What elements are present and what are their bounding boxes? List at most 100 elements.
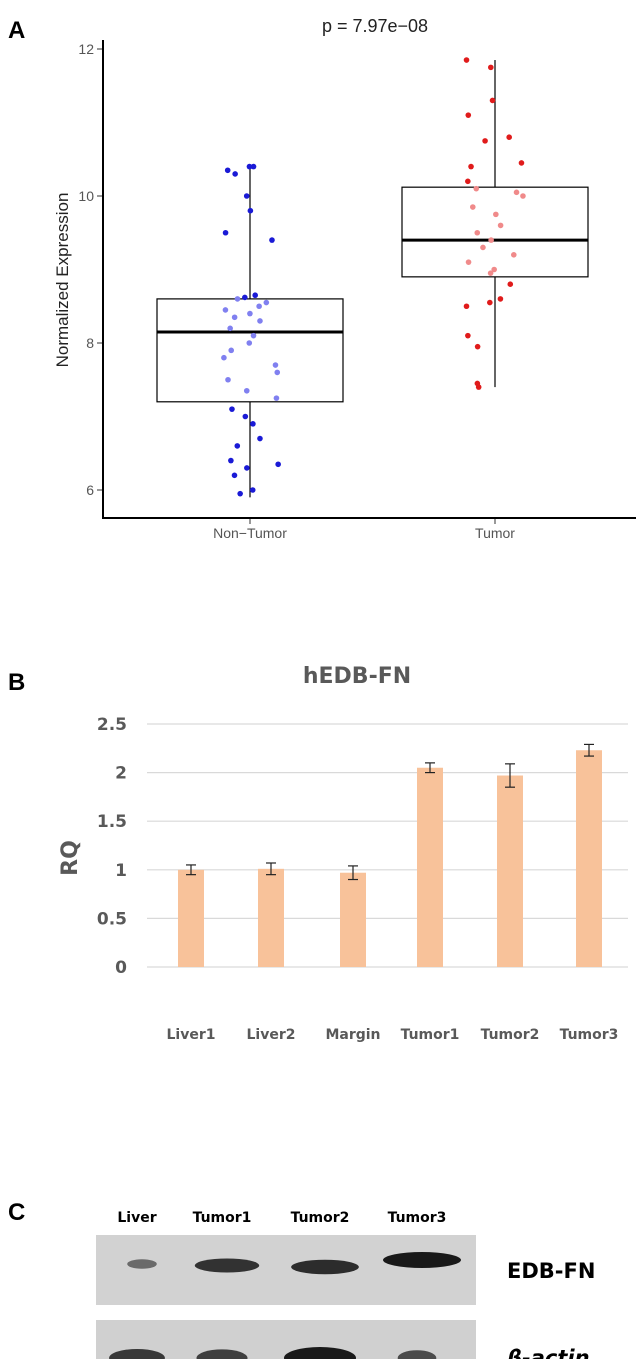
data-point	[256, 303, 262, 310]
data-point	[507, 281, 514, 288]
x-tick-label: Tumor	[475, 525, 515, 541]
data-point	[243, 387, 250, 394]
x-tick-label: Non−Tumor	[213, 525, 287, 541]
data-point	[250, 163, 257, 170]
y-axis-label: Normalized Expression	[53, 193, 72, 368]
bar-chart-title: hEDB-FN	[303, 664, 411, 689]
data-point	[463, 57, 470, 63]
data-point	[246, 340, 253, 346]
data-point	[269, 237, 275, 243]
data-point	[469, 204, 476, 210]
data-point	[465, 178, 471, 185]
data-point	[257, 318, 263, 324]
bar	[178, 869, 204, 967]
panel-letter-b: B	[8, 669, 25, 696]
data-point	[227, 325, 233, 332]
data-point	[234, 443, 241, 449]
data-point	[480, 244, 486, 251]
blot-band	[291, 1259, 359, 1275]
data-point	[247, 207, 254, 214]
bar-category-label: Liver1	[167, 1027, 216, 1043]
bar	[258, 868, 284, 967]
data-point	[243, 193, 250, 199]
bar-category-label: Tumor3	[560, 1027, 619, 1043]
western-blot: Liver Tumor1 Tumor2 Tumor3 EDB-FN β-actin	[96, 1210, 595, 1359]
gridlines	[147, 723, 628, 968]
data-point	[242, 294, 248, 301]
data-point	[250, 332, 257, 339]
bar-y-axis-label: RQ	[58, 840, 83, 876]
bar-chart: hEDB-FN RQ 0 0.5 1 1.5 2 2.5 Liver1 Liver2 Marg…	[58, 664, 628, 1043]
data-point	[493, 211, 499, 218]
data-point	[474, 229, 481, 236]
bar-y-ticks: 0 0.5 1 1.5 2 2.5	[97, 715, 127, 978]
bar-category-label: Liver2	[247, 1027, 296, 1043]
data-point	[482, 138, 488, 144]
bar	[340, 872, 366, 967]
bar	[576, 750, 602, 967]
bar-y-tick-label: 1.5	[97, 812, 127, 832]
data-point	[520, 193, 526, 199]
bars	[178, 750, 602, 967]
jitter-points	[221, 57, 526, 497]
lane-label: Tumor1	[193, 1210, 252, 1226]
bar-category-label: Tumor1	[401, 1027, 460, 1043]
data-point	[234, 296, 241, 302]
box	[156, 298, 344, 403]
blot-band	[383, 1252, 461, 1268]
x-axis-ticks: Non−Tumor Tumor	[213, 518, 515, 541]
p-value-annotation: p = 7.97e−08	[322, 16, 428, 36]
y-tick-label: 12	[78, 41, 94, 57]
blot-strip-edb-fn	[96, 1235, 476, 1305]
y-axis-ticks: 6 8 10 12	[78, 41, 103, 498]
blot-band	[109, 1349, 165, 1359]
data-point	[274, 369, 281, 376]
data-point	[465, 332, 471, 339]
data-point	[237, 490, 243, 497]
data-point	[465, 112, 472, 118]
data-point	[473, 185, 480, 192]
bar-y-tick-label: 1	[115, 861, 127, 881]
blot-label-edb-fn: EDB-FN	[507, 1259, 595, 1283]
data-point	[257, 435, 263, 442]
y-tick-label: 8	[86, 335, 94, 351]
panel-letter-c: C	[8, 1199, 25, 1226]
bar-category-label: Margin	[325, 1027, 380, 1043]
data-point	[488, 237, 494, 243]
data-point	[497, 222, 504, 229]
data-point	[275, 461, 281, 468]
bar-y-tick-label: 2.5	[97, 715, 127, 735]
lane-label: Tumor3	[388, 1210, 447, 1226]
data-point	[228, 347, 235, 354]
blot-band	[127, 1259, 157, 1269]
data-point	[518, 160, 525, 166]
data-point	[474, 343, 481, 350]
lane-label: Liver	[117, 1210, 156, 1226]
panel-letter-a: A	[8, 17, 25, 44]
blot-band	[196, 1349, 248, 1359]
data-point	[510, 252, 517, 258]
data-point	[242, 413, 249, 420]
data-point	[468, 163, 474, 170]
data-point	[221, 354, 227, 361]
data-point	[249, 487, 256, 493]
y-tick-label: 10	[78, 188, 94, 204]
data-point	[489, 97, 496, 104]
data-point	[250, 421, 256, 427]
y-tick-label: 6	[86, 482, 94, 498]
bar-category-label: Tumor2	[481, 1027, 540, 1043]
bar-category-labels: Liver1 Liver2 Margin Tumor1 Tumor2 Tumor3	[167, 1027, 619, 1043]
data-point	[263, 299, 270, 306]
data-point	[487, 270, 494, 276]
data-point	[231, 472, 238, 479]
blot-label-beta-actin: β-actin	[506, 1346, 590, 1359]
boxes	[156, 60, 589, 498]
bar-y-tick-label: 0	[115, 958, 127, 978]
data-point	[252, 292, 258, 299]
lane-labels: Liver Tumor1 Tumor2 Tumor3	[117, 1210, 446, 1226]
data-point	[232, 171, 238, 177]
data-point	[272, 362, 279, 368]
data-point	[463, 303, 470, 310]
data-point	[513, 189, 520, 196]
